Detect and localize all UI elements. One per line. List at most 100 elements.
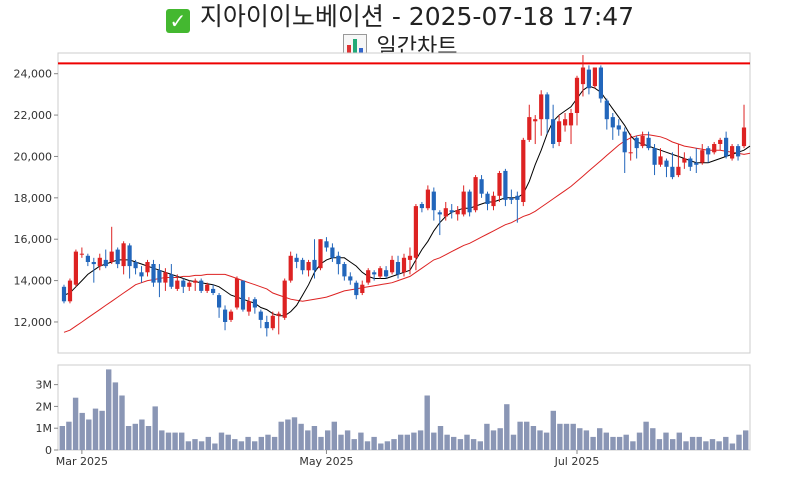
candle-body: [413, 206, 418, 258]
candle-body: [79, 253, 84, 255]
volume-bar: [112, 382, 119, 450]
volume-bar: [92, 408, 99, 450]
candle-body: [741, 127, 747, 147]
candle-body: [694, 162, 699, 165]
volume-bar: [305, 430, 311, 450]
volume-bar: [510, 434, 517, 450]
volume-bar: [265, 434, 271, 450]
candle-body: [318, 239, 323, 269]
candle-body: [354, 282, 359, 296]
volume-tick-label: 0: [45, 444, 52, 457]
candle-body: [527, 117, 532, 140]
candle-body: [115, 249, 120, 265]
volume-bar: [477, 441, 483, 450]
volume-bar: [391, 439, 397, 450]
candle-body: [401, 257, 407, 273]
y-tick-label: 22,000: [14, 109, 53, 122]
candle-body: [652, 148, 657, 165]
candle-body: [592, 67, 597, 87]
candle-body: [91, 262, 96, 265]
candle-body: [240, 280, 246, 310]
x-tick-label: Mar 2025: [56, 455, 108, 468]
candle-body: [127, 245, 132, 267]
volume-bar: [723, 436, 729, 450]
volume-bar: [444, 434, 450, 450]
candle-body: [258, 311, 263, 320]
candle-body: [384, 270, 389, 277]
candle-body: [443, 208, 448, 217]
volume-bar: [125, 426, 132, 450]
volume-bar: [703, 441, 709, 450]
volume-bar: [106, 369, 112, 450]
candle-body: [598, 67, 603, 99]
candle-body: [425, 189, 430, 209]
candle-body: [557, 121, 562, 142]
candle-body: [181, 280, 186, 287]
candle-body: [372, 272, 377, 275]
candle-body: [270, 315, 275, 329]
volume-bar: [72, 397, 79, 450]
candle-body: [682, 158, 687, 163]
candle-body: [61, 286, 67, 302]
y-tick-label: 24,000: [14, 68, 53, 81]
candle-body: [133, 262, 138, 269]
candle-body: [473, 177, 478, 211]
candle-body: [509, 197, 514, 200]
candle-body: [67, 280, 73, 302]
candle-body: [252, 299, 257, 308]
candle-body: [533, 119, 538, 122]
volume-bar: [245, 436, 251, 450]
candle-body: [586, 69, 591, 89]
volume-bar: [86, 419, 92, 450]
volume-bar: [185, 441, 192, 450]
candle-body: [163, 272, 168, 283]
volume-bar: [198, 441, 205, 450]
candle-body: [419, 204, 424, 209]
volume-bar: [623, 434, 629, 450]
volume-bar: [298, 423, 304, 450]
candle-body: [407, 255, 413, 260]
volume-bar: [504, 404, 510, 450]
candle-body: [139, 272, 144, 277]
candle-body: [73, 251, 78, 285]
candle-body: [145, 262, 150, 273]
volume-bar: [384, 441, 391, 450]
volume-bar: [524, 421, 530, 450]
candle-body: [706, 148, 711, 155]
y-tick-label: 14,000: [14, 275, 53, 288]
volume-bar: [583, 430, 590, 450]
candle-body: [223, 309, 228, 322]
candle-body: [103, 259, 108, 267]
volume-bar: [371, 436, 377, 450]
chart-title: ✓ 지아이이노베이션 - 2025-07-18 17:47: [0, 1, 800, 33]
x-tick-label: Jul 2025: [554, 455, 600, 468]
volume-bar: [470, 439, 477, 450]
volume-bar: [437, 426, 444, 450]
candle-body: [228, 311, 234, 320]
candle-body: [724, 137, 729, 157]
volume-bar: [650, 428, 656, 450]
volume-bar: [464, 434, 470, 450]
volume-bar: [205, 436, 211, 450]
candle-body: [109, 251, 114, 262]
volume-bar: [689, 436, 696, 450]
candle-body: [193, 280, 198, 283]
candle-body: [205, 284, 210, 291]
volume-bar: [378, 443, 384, 450]
candle-body: [700, 150, 705, 163]
candle-body: [97, 257, 102, 267]
volume-bar: [517, 421, 523, 450]
volume-bar: [225, 434, 231, 450]
candle-body: [610, 117, 615, 128]
volume-bar: [119, 395, 125, 450]
volume-bar: [716, 441, 722, 450]
candle-body: [551, 119, 556, 144]
volume-bar: [530, 426, 537, 450]
volume-bar: [643, 421, 649, 450]
candle-body: [563, 119, 568, 126]
volume-bar: [132, 423, 138, 450]
volume-bar: [172, 432, 178, 450]
candle-body: [545, 94, 550, 120]
volume-bar: [159, 430, 165, 450]
volume-tick-label: 3M: [36, 379, 53, 392]
